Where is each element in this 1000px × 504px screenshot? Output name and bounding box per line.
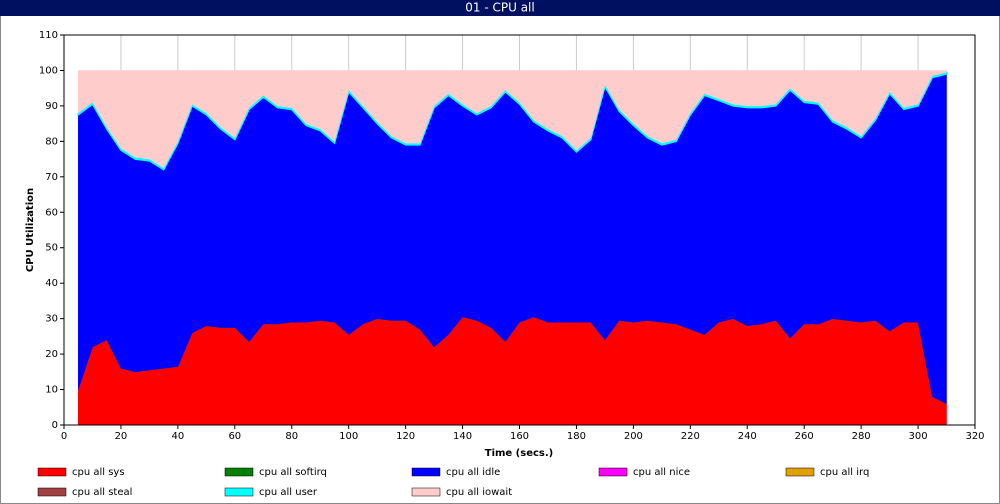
y-tick-label: 60	[45, 207, 58, 218]
legend-swatch	[37, 467, 67, 477]
x-tick-label: 60	[228, 431, 241, 442]
legend-label: cpu all sys	[72, 467, 125, 478]
x-tick-label: 200	[624, 431, 643, 442]
y-tick-label: 90	[45, 101, 58, 112]
x-tick-label: 320	[965, 431, 984, 442]
title-bar	[0, 0, 1000, 16]
legend-swatch	[598, 467, 628, 477]
y-tick-label: 100	[39, 65, 58, 76]
x-tick-label: 120	[396, 431, 415, 442]
plot-border	[63, 34, 976, 426]
x-tick-label: 180	[567, 431, 586, 442]
area	[77, 316, 947, 426]
x-tick-label: 160	[510, 431, 529, 442]
chart-title: 01 - CPU all	[465, 1, 534, 15]
legend-swatch	[224, 487, 254, 497]
legend-label: cpu all nice	[633, 467, 690, 478]
legend-label: cpu all softirq	[259, 467, 327, 478]
x-tick-label: 0	[61, 431, 67, 442]
area	[77, 70, 947, 169]
x-tick-label: 140	[453, 431, 472, 442]
x-tick-label: 40	[172, 431, 185, 442]
legend-label: cpu all iowait	[446, 487, 512, 498]
x-tick-label: 80	[285, 431, 298, 442]
legend-swatch	[37, 487, 67, 497]
y-tick-label: 50	[45, 243, 58, 254]
x-axis-label: Time (secs.)	[485, 448, 554, 459]
y-tick-label: 20	[45, 349, 58, 360]
y-tick-label: 110	[39, 30, 58, 41]
legend-swatch	[411, 467, 441, 477]
y-tick-label: 80	[45, 136, 58, 147]
legend-label: cpu all irq	[820, 467, 869, 478]
legend-label: cpu all user	[259, 487, 318, 498]
x-tick-label: 300	[909, 431, 928, 442]
legend-swatch	[224, 467, 254, 477]
y-tick-label: 0	[52, 420, 58, 431]
x-tick-label: 220	[681, 431, 700, 442]
x-tick-label: 280	[852, 431, 871, 442]
x-tick-label: 260	[795, 431, 814, 442]
y-tick-label: 40	[45, 278, 58, 289]
y-tick-label: 70	[45, 172, 58, 183]
y-axis-label: CPU Utilization	[25, 188, 36, 272]
y-tick-label: 30	[45, 314, 58, 325]
legend-label: cpu all idle	[446, 467, 500, 478]
legend-swatch	[785, 467, 815, 477]
x-tick-label: 240	[738, 431, 757, 442]
x-tick-label: 20	[115, 431, 128, 442]
legend-swatch	[411, 487, 441, 497]
y-tick-label: 10	[45, 385, 58, 396]
legend-label: cpu all steal	[72, 487, 132, 498]
x-tick-label: 100	[339, 431, 358, 442]
